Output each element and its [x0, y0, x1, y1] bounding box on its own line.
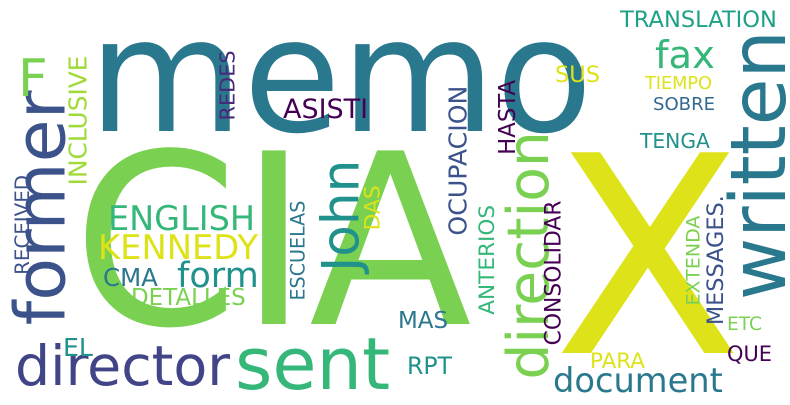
word-para: PARA: [590, 348, 645, 374]
word-mas: MAS: [398, 307, 449, 334]
word-tiempo: TIEMPO: [645, 74, 712, 94]
word-rpt: RPT: [407, 352, 452, 380]
word-document: document: [553, 361, 723, 400]
word-sent: sent: [235, 322, 391, 405]
word-cia: CIA: [72, 103, 472, 381]
word-consolidar: CONSOLIDAR: [541, 199, 567, 345]
word-memo: memo: [88, 0, 593, 169]
word-translation: TRANSLATION: [620, 7, 777, 33]
word-hasta: HASTA: [494, 79, 521, 155]
word-cma: CMA: [103, 263, 158, 292]
word-f: F: [18, 49, 48, 109]
word-ocupacion: OCUPACION: [443, 85, 473, 236]
word-sobre: SOBRE: [653, 94, 716, 115]
word-detalles: DETALLES: [131, 285, 246, 311]
word-redes: REDES: [215, 49, 240, 120]
word-messages: MESSAGES.: [702, 195, 729, 326]
word-kennedy: KENNEDY: [98, 228, 259, 267]
word-received: RECEIVED: [11, 174, 35, 275]
word-escuelas: ESCUELAS: [285, 200, 309, 301]
word-que: QUE: [727, 341, 773, 366]
word-el: EL: [63, 332, 93, 362]
word-director: director: [15, 334, 231, 399]
word-asisti: ASISTI: [283, 93, 369, 125]
word-inclusive: INCLUSIVE: [63, 55, 93, 185]
word-x: X: [553, 97, 743, 405]
word-tenga: TENGA: [640, 129, 710, 153]
word-anterios: ANTERIOS: [474, 204, 500, 315]
word-etc: ETC: [727, 313, 763, 335]
word-sus: SUS: [555, 61, 601, 88]
word-written: written: [713, 30, 790, 301]
word-das: DAS: [360, 184, 386, 230]
word-extenda: EXTENDA: [681, 215, 704, 305]
word-english: ENGLISH: [108, 198, 256, 238]
word-fax: fax: [655, 33, 715, 78]
word-form: form: [177, 254, 259, 296]
